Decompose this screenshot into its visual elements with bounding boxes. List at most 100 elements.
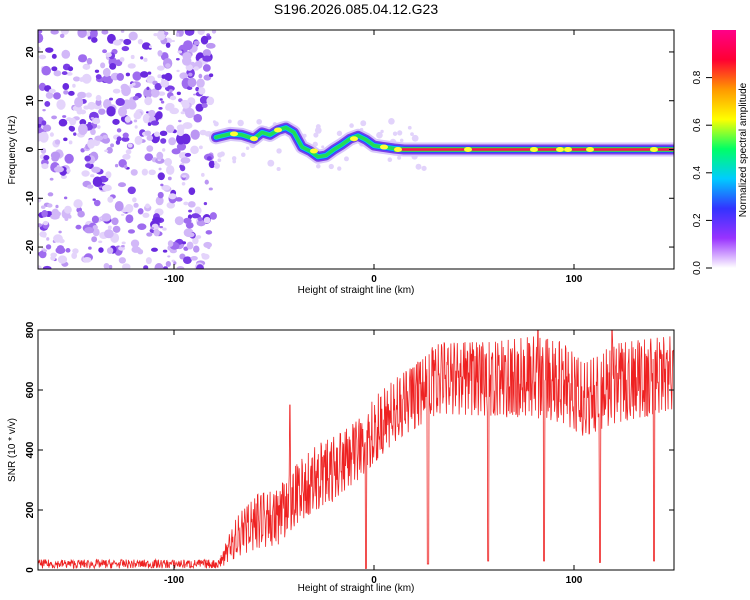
spectrogram-peak-dot bbox=[250, 136, 258, 142]
spectrogram-noise-blob bbox=[142, 212, 150, 218]
spectrogram-noise-blob bbox=[169, 95, 177, 101]
spectrogram-noise-blob bbox=[160, 100, 165, 104]
spectrogram-noise-blob bbox=[90, 128, 96, 136]
spectrogram-noise-blob bbox=[145, 257, 152, 265]
spectrogram-noise-blob bbox=[100, 62, 106, 69]
spectrogram-noise-blob bbox=[73, 199, 83, 209]
spectrogram-noise-blob bbox=[125, 72, 131, 77]
spectrogram-noise-blob bbox=[154, 131, 160, 137]
spectrogram-noise-blob bbox=[77, 30, 87, 39]
spectrogram-noise-blob bbox=[69, 117, 77, 126]
spectrogram-noise-blob bbox=[112, 88, 121, 94]
spectrogram-noise-blob bbox=[184, 152, 192, 157]
spectrogram-noise-blob bbox=[130, 169, 138, 176]
spectrogram-marks bbox=[38, 30, 674, 269]
spectrogram-noise-blob bbox=[58, 105, 63, 110]
spectrogram-peak-dot bbox=[530, 147, 538, 152]
spectrogram-scatter bbox=[415, 163, 422, 170]
spectrogram-noise-blob bbox=[51, 53, 57, 59]
spectrogram-noise-blob bbox=[107, 196, 114, 203]
spectrogram-noise-blob bbox=[127, 63, 136, 69]
spectrogram-noise-blob bbox=[165, 104, 172, 111]
spectrogram-noise-blob bbox=[162, 227, 167, 231]
spectrogram-noise-blob bbox=[67, 66, 74, 72]
colorbar-tick-label: 0.2 bbox=[692, 213, 703, 227]
spectrogram-noise-blob bbox=[158, 91, 166, 96]
spectrogram-noise-blob bbox=[193, 245, 200, 253]
spectrogram-noise-blob bbox=[41, 210, 48, 218]
spectrogram-noise-blob bbox=[181, 174, 187, 178]
spectrogram-noise-blob bbox=[199, 129, 207, 136]
spectrogram-noise-blob bbox=[90, 174, 95, 178]
spectrogram-noise-blob bbox=[38, 265, 42, 269]
spectrogram-noise-blob bbox=[150, 226, 154, 230]
snr-series-line bbox=[38, 330, 674, 570]
spectrogram-noise-blob bbox=[173, 261, 177, 265]
spectrogram-noise-blob bbox=[188, 209, 193, 213]
spectrogram-noise-blob bbox=[158, 107, 163, 110]
spectrogram-noise-blob bbox=[171, 148, 181, 155]
spectrogram-noise-blob bbox=[115, 139, 121, 145]
spectrogram-noise-blob bbox=[193, 40, 200, 46]
snr-axes: -100 0 100 0 200 400 600 800 bbox=[25, 321, 674, 586]
spectrogram-peak-dot bbox=[556, 147, 564, 152]
spectrogram-noise-blob bbox=[177, 50, 183, 54]
spectrogram-noise-blob bbox=[112, 225, 121, 233]
spectrogram-noise-blob bbox=[90, 116, 95, 120]
snr-ytick-label: 400 bbox=[25, 441, 36, 458]
spectrogram-noise-blob bbox=[108, 264, 113, 269]
spectrogram-noise-blob bbox=[111, 217, 119, 226]
spectrogram-noise-blob bbox=[190, 145, 199, 155]
spectrogram-noise-blob bbox=[181, 182, 186, 186]
spectrogram-noise-blob bbox=[106, 106, 116, 117]
spectrogram-noise-blob bbox=[164, 158, 173, 167]
spectrogram-noise-blob bbox=[45, 47, 54, 53]
spectrogram-noise-blob bbox=[179, 72, 189, 80]
spectrogram-noise-blob bbox=[55, 211, 61, 217]
spectrogram-noise-blob bbox=[53, 70, 62, 77]
spectrogram-noise-blob bbox=[185, 64, 193, 71]
colorbar-label: Normalized spectral amplitude bbox=[738, 82, 749, 217]
spectrogram-noise-blob bbox=[137, 223, 147, 231]
spectrogram-noise-blob bbox=[96, 125, 101, 129]
spectrogram-noise-blob bbox=[102, 134, 108, 140]
spectrogram-noise-blob bbox=[208, 187, 213, 191]
spectrogram-scatter bbox=[241, 152, 246, 158]
spectrogram-scatter bbox=[349, 123, 354, 128]
spectrogram-noise-blob bbox=[115, 98, 125, 106]
spectrogram-scatter bbox=[219, 151, 225, 157]
snr-xtick-label: 100 bbox=[566, 575, 583, 586]
spectrogram-noise-blob bbox=[123, 164, 128, 169]
spectrogram-noise-blob bbox=[121, 244, 125, 248]
spectrogram-noise-blob bbox=[103, 262, 110, 269]
spectrogram-noise-blob bbox=[71, 252, 78, 260]
spectrogram-noise-blob bbox=[161, 184, 171, 191]
spectrogram-scatter bbox=[388, 117, 395, 125]
spectrogram-noise-blob bbox=[205, 230, 213, 235]
spectrogram-noise-blob bbox=[86, 57, 93, 65]
spectrogram-noise-blob bbox=[92, 228, 100, 237]
spectrogram-noise-blob bbox=[54, 139, 61, 145]
spectrogram-noise-blob bbox=[61, 71, 68, 76]
spectrogram-noise-blob bbox=[45, 244, 52, 250]
colorbar-tick-label: 0.0 bbox=[692, 261, 703, 275]
spectrogram-noise-blob bbox=[56, 99, 66, 110]
spectrogram-scatter bbox=[232, 159, 237, 164]
spectrogram-noise-blob bbox=[180, 157, 191, 164]
spectrogram-xtick-label: -100 bbox=[164, 274, 184, 285]
spectrogram-scatter bbox=[392, 131, 398, 136]
spectrogram-peak-dot bbox=[586, 147, 594, 152]
spectrogram-noise-blob bbox=[60, 30, 69, 35]
spectrogram-noise-blob bbox=[209, 212, 217, 220]
spectrogram-noise-blob bbox=[143, 57, 148, 62]
spectrogram-noise-blob bbox=[42, 124, 52, 132]
spectrogram-scatter bbox=[397, 130, 403, 136]
spectrogram-scatter bbox=[376, 131, 383, 139]
spectrogram-noise-blob bbox=[159, 130, 168, 136]
spectrogram-noise-blob bbox=[72, 83, 76, 88]
spectrogram-noise-blob bbox=[50, 255, 56, 261]
snr-xtick-label: -100 bbox=[164, 575, 184, 586]
spectrogram-noise-blob bbox=[81, 73, 92, 84]
spectrogram-noise-blob bbox=[145, 203, 150, 209]
